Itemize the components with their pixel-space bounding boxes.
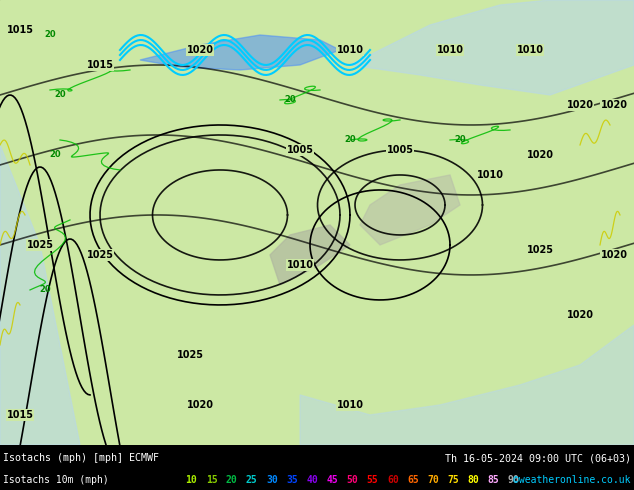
Text: 1005: 1005	[387, 145, 413, 155]
Text: 20: 20	[454, 135, 466, 145]
Text: 1020: 1020	[567, 100, 593, 110]
Text: ©weatheronline.co.uk: ©weatheronline.co.uk	[514, 475, 631, 485]
Text: 1025: 1025	[176, 350, 204, 360]
Text: 1020: 1020	[186, 45, 214, 55]
Text: 20: 20	[49, 150, 61, 159]
Text: 1025: 1025	[27, 240, 53, 250]
Text: 80: 80	[467, 475, 479, 485]
Text: 85: 85	[488, 475, 500, 485]
Text: 45: 45	[327, 475, 339, 485]
Text: 1010: 1010	[337, 400, 363, 410]
Text: 1020: 1020	[600, 250, 628, 260]
Text: 30: 30	[266, 475, 278, 485]
Text: 50: 50	[347, 475, 358, 485]
Text: Isotachs (mph) [mph] ECMWF: Isotachs (mph) [mph] ECMWF	[3, 453, 159, 463]
Text: 1020: 1020	[186, 400, 214, 410]
Text: 1010: 1010	[287, 260, 313, 270]
Text: 15: 15	[205, 475, 217, 485]
Text: 1010: 1010	[337, 45, 363, 55]
Text: 40: 40	[306, 475, 318, 485]
Text: 1015: 1015	[6, 410, 34, 420]
Text: Th 16-05-2024 09:00 UTC (06+03): Th 16-05-2024 09:00 UTC (06+03)	[445, 453, 631, 463]
Text: 20: 20	[284, 96, 296, 104]
Text: 35: 35	[286, 475, 298, 485]
Text: 70: 70	[427, 475, 439, 485]
Polygon shape	[0, 145, 80, 445]
Polygon shape	[350, 0, 634, 95]
Polygon shape	[300, 325, 634, 445]
Polygon shape	[270, 225, 350, 285]
Text: 20: 20	[54, 91, 66, 99]
Text: 20: 20	[344, 135, 356, 145]
Text: 1005: 1005	[287, 145, 313, 155]
Text: 1025: 1025	[526, 245, 553, 255]
Text: 60: 60	[387, 475, 399, 485]
Text: 1010: 1010	[517, 45, 543, 55]
Text: 1015: 1015	[86, 60, 113, 70]
Text: 10: 10	[186, 475, 197, 485]
Text: 90: 90	[508, 475, 519, 485]
Text: 1020: 1020	[526, 150, 553, 160]
Text: 75: 75	[447, 475, 459, 485]
Text: 1020: 1020	[567, 310, 593, 320]
Text: 20: 20	[226, 475, 238, 485]
Text: 65: 65	[407, 475, 419, 485]
Text: 1025: 1025	[86, 250, 113, 260]
Text: 1010: 1010	[477, 170, 503, 180]
Text: 25: 25	[246, 475, 258, 485]
Text: 55: 55	[366, 475, 378, 485]
Text: 20: 20	[39, 286, 51, 294]
Text: 1020: 1020	[600, 100, 628, 110]
Polygon shape	[140, 35, 340, 70]
Text: Isotachs 10m (mph): Isotachs 10m (mph)	[3, 475, 109, 485]
Polygon shape	[360, 175, 460, 245]
Text: 1010: 1010	[436, 45, 463, 55]
Text: 1015: 1015	[6, 25, 34, 35]
Text: 20: 20	[44, 30, 56, 40]
